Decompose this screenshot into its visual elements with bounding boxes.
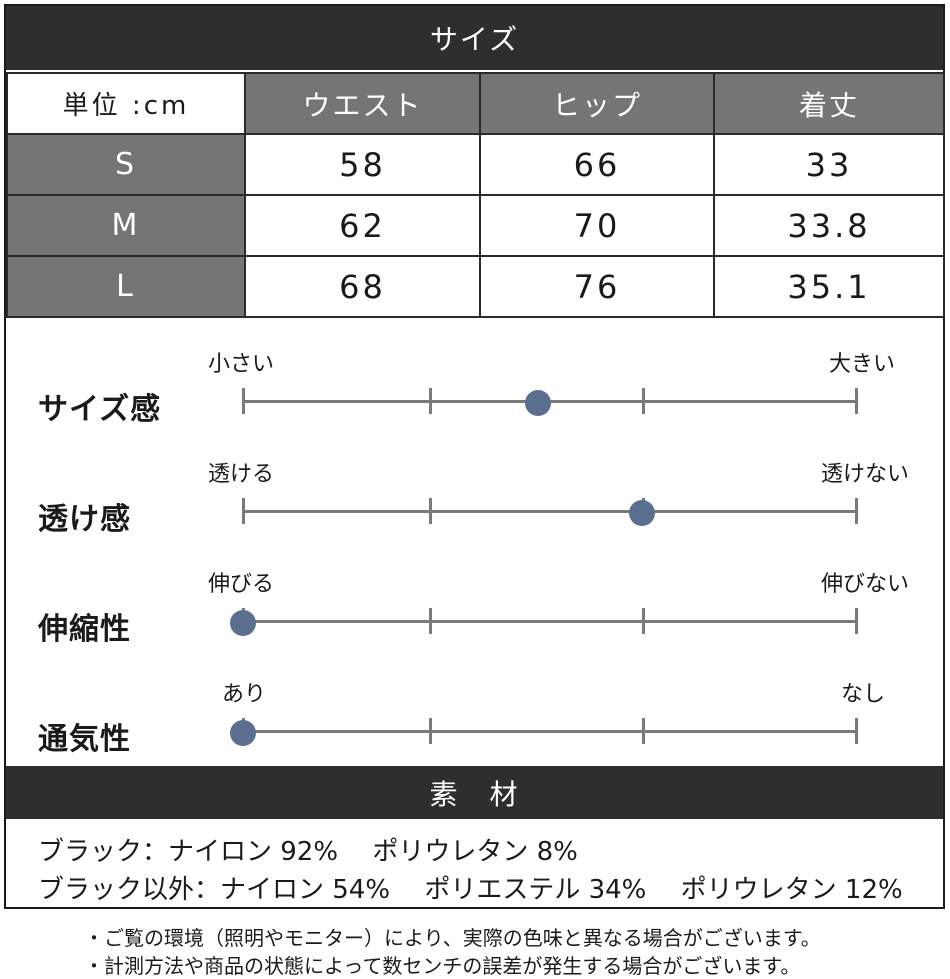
scale-tick (855, 498, 858, 524)
scale-track (243, 510, 857, 513)
scale-left-label: 小さい (208, 352, 275, 377)
material-line: ブラック以外：ナイロン 54% ポリエステル 34% ポリウレタン 12% (38, 875, 903, 905)
size-chart-frame: サイズ 単位 :cm ウエスト ヒップ 着丈 S 58 66 33 M 62 7… (4, 4, 945, 909)
material-header-title: 素 材 (429, 777, 520, 811)
scale-right-label: 伸びない (820, 572, 909, 597)
scale-marker-dot (629, 500, 656, 526)
scale-left-label: 透ける (208, 462, 275, 487)
unit-label: 単位 :cm (6, 72, 246, 135)
size-header-title: サイズ (429, 23, 520, 56)
scale-tick (855, 718, 858, 744)
size-table: 単位 :cm ウエスト ヒップ 着丈 S 58 66 33 M 62 70 33… (6, 72, 945, 318)
material-list: ブラック：ナイロン 92% ポリウレタン 8% ブラック以外：ナイロン 54% … (6, 821, 943, 909)
table-cell: 76 (479, 255, 715, 318)
scale-marker-dot (524, 390, 551, 416)
scale-title: サイズ感 (38, 392, 162, 427)
size-table-header-row: 単位 :cm ウエスト ヒップ 着丈 (6, 72, 945, 135)
scale-tick (242, 498, 245, 524)
scale-right-label: 大きい (828, 352, 895, 377)
table-row: S 58 66 33 (6, 133, 945, 196)
table-cell: 58 (244, 133, 481, 196)
table-cell: 33 (713, 133, 945, 196)
table-cell: 66 (479, 133, 715, 196)
scale-row-size-feel: サイズ感 小さい 大きい (6, 336, 943, 446)
note-measurement-disclaimer: ・計測方法や商品の状態によって数センチの誤差が発生する場合がございます。 (84, 954, 801, 978)
size-label: S (6, 133, 246, 196)
size-header-bar: サイズ (6, 6, 943, 70)
scale-tick (429, 388, 432, 414)
table-cell: 62 (244, 194, 481, 257)
scale-tick (429, 718, 432, 744)
material-line: ブラック：ナイロン 92% ポリウレタン 8% (38, 837, 578, 867)
column-header-waist: ウエスト (244, 72, 481, 135)
table-row: L 68 76 35.1 (6, 255, 945, 318)
scale-marker-dot (230, 610, 256, 636)
scale-track (243, 730, 857, 733)
scale-tick (429, 498, 432, 524)
scale-title: 透け感 (38, 502, 131, 537)
scale-tick (855, 608, 858, 634)
scale-row-sheerness: 透け感 透ける 透けない (6, 446, 943, 556)
scale-tick (642, 388, 645, 414)
scale-tick (642, 608, 645, 634)
scale-tick (242, 388, 245, 414)
scale-tick (855, 388, 858, 414)
scale-left-label: 伸びる (208, 572, 275, 597)
scale-title: 伸縮性 (38, 612, 131, 647)
scale-row-breathability: 通気性 あり なし (6, 666, 943, 776)
scale-right-label: なし (840, 682, 885, 707)
material-header-bar: 素 材 (6, 766, 943, 819)
scale-title: 通気性 (38, 722, 131, 757)
size-label: M (6, 194, 246, 257)
column-header-length: 着丈 (713, 72, 945, 135)
note-color-disclaimer: ・ご覧の環境（照明やモニター）により、実際の色味と異なる場合がございます。 (84, 926, 821, 950)
table-cell: 70 (479, 194, 715, 257)
size-label: L (6, 255, 246, 318)
table-cell: 33.8 (713, 194, 945, 257)
scale-tick (429, 608, 432, 634)
table-row: M 62 70 33.8 (6, 194, 945, 257)
scale-track (243, 620, 857, 623)
feel-scales: サイズ感 小さい 大きい 透け感 透ける 透けない 伸縮性 伸びる 伸びない (6, 328, 943, 766)
table-cell: 35.1 (713, 255, 945, 318)
scale-row-stretch: 伸縮性 伸びる 伸びない (6, 556, 943, 666)
table-cell: 68 (244, 255, 481, 318)
scale-marker-dot (230, 720, 256, 746)
column-header-hip: ヒップ (479, 72, 715, 135)
scale-right-label: 透けない (820, 462, 909, 487)
scale-left-label: あり (222, 682, 267, 707)
scale-tick (642, 718, 645, 744)
